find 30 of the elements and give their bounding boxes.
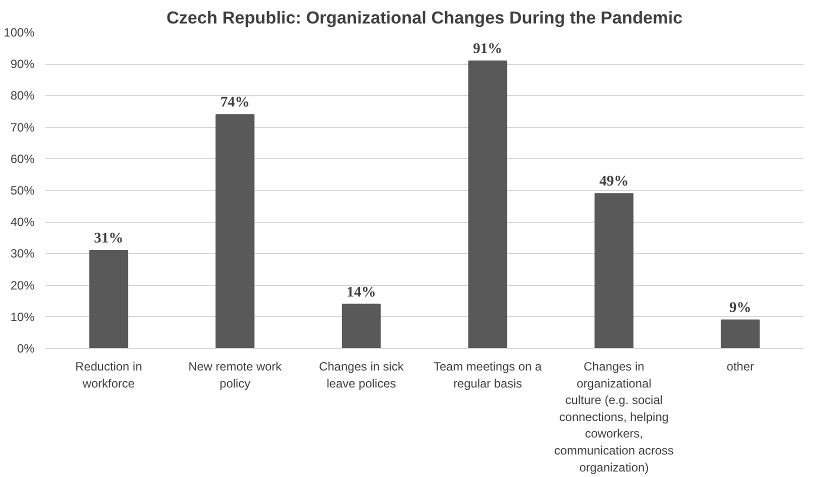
bar — [594, 193, 634, 348]
data-label: 14% — [346, 284, 376, 300]
bar — [720, 320, 760, 348]
x-tick-label: New remote work policy — [188, 360, 283, 390]
bar — [89, 250, 128, 348]
data-label: 31% — [94, 230, 124, 247]
y-tick-label: 40% — [10, 215, 35, 230]
bar — [216, 114, 254, 348]
y-tick-label: 70% — [10, 120, 35, 134]
x-tick-label: Team meetings on a regular basis — [434, 360, 542, 390]
y-tick-label: 30% — [10, 246, 35, 261]
y-tick-label: 100% — [4, 26, 35, 40]
data-label: 74% — [220, 94, 250, 111]
y-tick-label: 10% — [10, 310, 35, 324]
y-tick-label: 0% — [17, 342, 35, 356]
x-tick-label: other — [726, 360, 754, 374]
y-tick-label: 20% — [10, 278, 35, 292]
y-tick-label: 80% — [10, 88, 35, 103]
bar — [468, 60, 508, 348]
x-tick-label: Changes in organizational culture (e.g. social connections, helping coworkers, communication across organization) — [554, 360, 674, 474]
data-label: 49% — [599, 174, 629, 190]
y-tick-label: 90% — [10, 57, 35, 72]
data-label: 9% — [729, 300, 752, 316]
y-tick-label: 50% — [10, 184, 35, 198]
bar — [342, 304, 381, 348]
x-tick-label: Changes in sick leave polices — [318, 360, 405, 390]
x-tick-label: Reduction in workforce — [75, 360, 142, 390]
y-tick-label: 60% — [10, 152, 35, 166]
chart-title: Czech Republic: Organizational Changes During the Pandemic — [166, 8, 683, 28]
data-label: 91% — [473, 40, 502, 57]
